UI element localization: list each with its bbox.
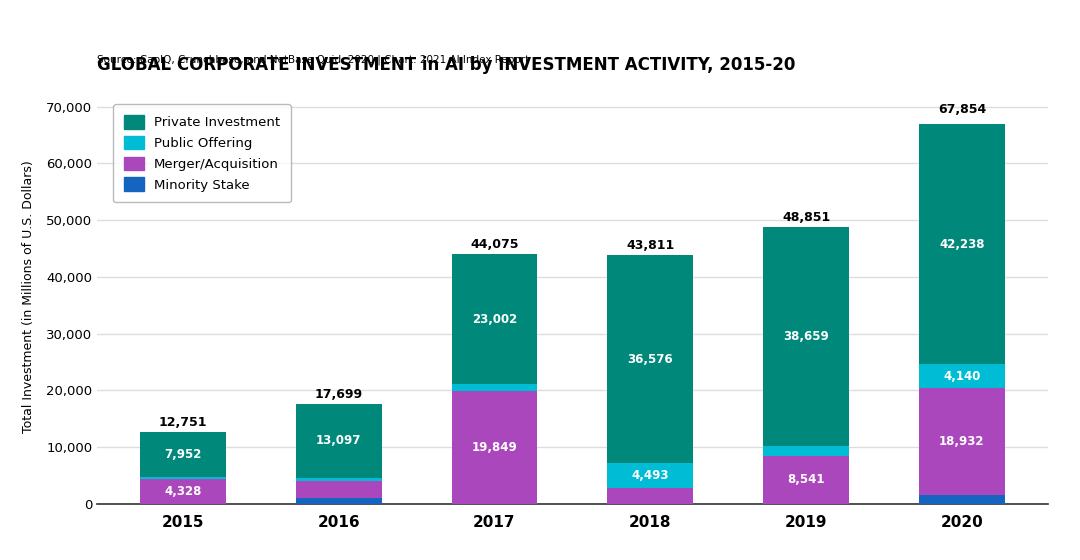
Bar	[451, 254, 538, 384]
Text: 7,952: 7,952	[164, 447, 202, 461]
Bar	[140, 432, 226, 477]
Bar	[607, 463, 693, 488]
Bar	[296, 498, 381, 504]
Bar	[919, 124, 1004, 364]
Text: 48,851: 48,851	[782, 211, 831, 224]
Bar	[764, 455, 849, 504]
Bar	[607, 488, 693, 504]
Text: 18,932: 18,932	[940, 435, 985, 448]
Text: 8,541: 8,541	[787, 473, 825, 486]
Bar	[764, 446, 849, 455]
Text: 17,699: 17,699	[314, 388, 363, 401]
Bar	[140, 477, 226, 479]
Text: 23,002: 23,002	[472, 312, 517, 325]
Y-axis label: Total Investment (in Millions of U.S. Dollars): Total Investment (in Millions of U.S. Do…	[22, 160, 36, 433]
Text: 38,659: 38,659	[783, 330, 829, 343]
Bar	[451, 384, 538, 391]
Text: 43,811: 43,811	[626, 240, 674, 253]
Text: 4,493: 4,493	[632, 469, 669, 482]
Text: 4,328: 4,328	[164, 485, 202, 498]
Text: 67,854: 67,854	[937, 103, 986, 116]
Bar	[140, 479, 226, 504]
Bar	[296, 478, 381, 481]
Text: 12,751: 12,751	[159, 416, 207, 429]
Legend: Private Investment, Public Offering, Merger/Acquisition, Minority Stake: Private Investment, Public Offering, Mer…	[113, 105, 291, 202]
Text: 42,238: 42,238	[940, 238, 985, 251]
Bar	[296, 481, 381, 498]
Text: 13,097: 13,097	[316, 434, 362, 447]
Bar	[919, 364, 1004, 388]
Bar	[919, 495, 1004, 504]
Bar	[607, 255, 693, 463]
Text: GLOBAL CORPORATE INVESTMENT in AI by INVESTMENT ACTIVITY, 2015-20: GLOBAL CORPORATE INVESTMENT in AI by INV…	[97, 56, 796, 74]
Bar	[296, 404, 381, 478]
Text: 19,849: 19,849	[472, 441, 517, 454]
Text: 36,576: 36,576	[627, 353, 673, 366]
Text: Source: CapIQ, Crunchbase, and NetBase Quid, 2020 | Chart: 2021 AI Index Report: Source: CapIQ, Crunchbase, and NetBase Q…	[97, 54, 529, 65]
Bar	[919, 388, 1004, 495]
Text: 44,075: 44,075	[470, 238, 518, 251]
Text: 4,140: 4,140	[943, 370, 981, 382]
Bar	[764, 227, 849, 446]
Bar	[451, 391, 538, 504]
